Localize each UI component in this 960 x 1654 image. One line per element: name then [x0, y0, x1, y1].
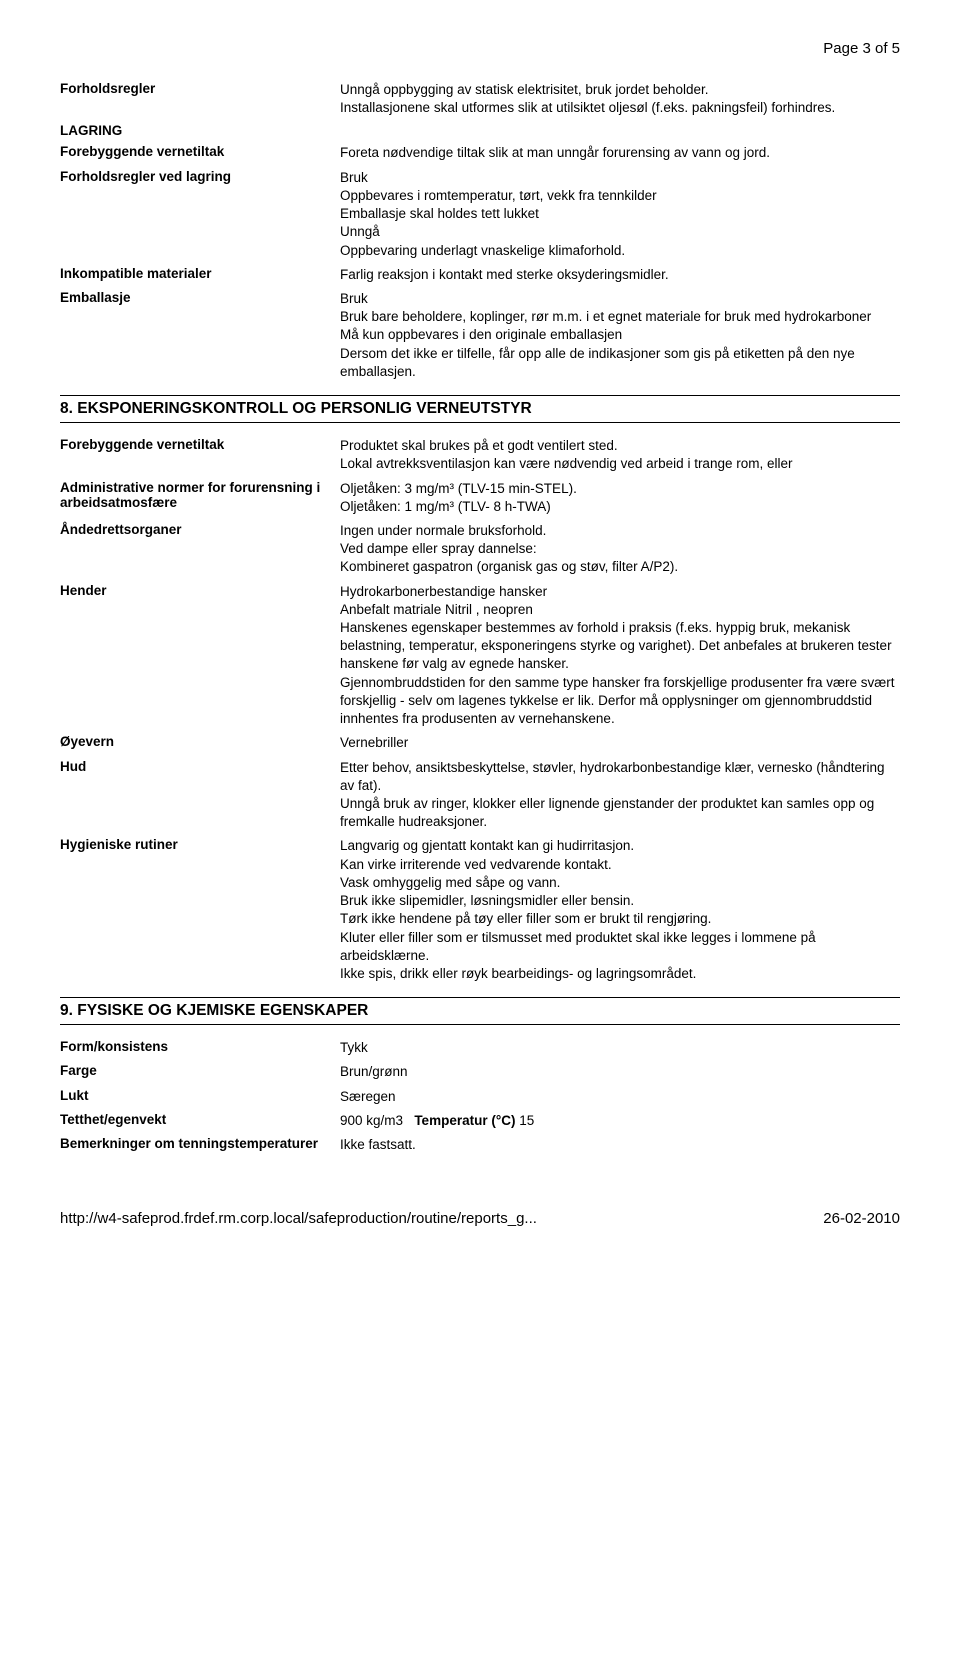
label: Administrative normer for forurensning i…	[60, 480, 340, 510]
value: Etter behov, ansiktsbeskyttelse, støvler…	[340, 759, 900, 832]
row-tetthet: Tetthet/egenvekt 900 kg/m3 Temperatur (°…	[60, 1112, 900, 1130]
value: Ikke fastsatt.	[340, 1136, 900, 1154]
label: Øyevern	[60, 734, 340, 749]
row-lukt: Lukt Særegen	[60, 1088, 900, 1106]
label: Lukt	[60, 1088, 340, 1103]
row-forholdsregler: Forholdsregler Unngå oppbygging av stati…	[60, 81, 900, 117]
label: Åndedrettsorganer	[60, 522, 340, 537]
row-hender: Hender Hydrokarbonerbestandige hanskerAn…	[60, 583, 900, 729]
footer-date: 26-02-2010	[823, 1210, 900, 1227]
value: Brun/grønn	[340, 1063, 900, 1081]
row-andrett: Åndedrettsorganer Ingen under normale br…	[60, 522, 900, 577]
row-bemerk: Bemerkninger om tenningstemperaturer Ikk…	[60, 1136, 900, 1154]
label: LAGRING	[60, 123, 340, 138]
page-body: Page 3 of 5 Forholdsregler Unngå oppbygg…	[0, 0, 960, 1182]
label: Forebyggende vernetiltak	[60, 144, 340, 159]
row-farge: Farge Brun/grønn	[60, 1063, 900, 1081]
temp-value: 15	[519, 1113, 534, 1128]
value: Tykk	[340, 1039, 900, 1057]
value: Produktet skal brukes på et godt ventile…	[340, 437, 900, 473]
value: 900 kg/m3 Temperatur (°C) 15	[340, 1112, 900, 1130]
row-lagring-header: LAGRING	[60, 123, 900, 138]
row-emballasje: Emballasje BrukBruk bare beholdere, kopl…	[60, 290, 900, 381]
section-8-header: 8. EKSPONERINGSKONTROLL OG PERSONLIG VER…	[60, 395, 900, 423]
label: Farge	[60, 1063, 340, 1078]
label: Tetthet/egenvekt	[60, 1112, 340, 1127]
label: Bemerkninger om tenningstemperaturer	[60, 1136, 340, 1151]
row-form: Form/konsistens Tykk	[60, 1039, 900, 1057]
value: BrukOppbevares i romtemperatur, tørt, ve…	[340, 169, 900, 260]
row-hygiene: Hygieniske rutiner Langvarig og gjentatt…	[60, 837, 900, 983]
label: Inkompatible materialer	[60, 266, 340, 281]
row-forebyggende: Forebyggende vernetiltak Foreta nødvendi…	[60, 144, 900, 162]
tetthet-value: 900 kg/m3	[340, 1113, 403, 1128]
label: Forholdsregler	[60, 81, 340, 96]
footer: http://w4-safeprod.frdef.rm.corp.local/s…	[0, 1210, 960, 1251]
value: Særegen	[340, 1088, 900, 1106]
row-inkompatible: Inkompatible materialer Farlig reaksjon …	[60, 266, 900, 284]
value: Foreta nødvendige tiltak slik at man unn…	[340, 144, 900, 162]
value: Unngå oppbygging av statisk elektrisitet…	[340, 81, 900, 117]
page-number: Page 3 of 5	[60, 40, 900, 57]
value: Farlig reaksjon i kontakt med sterke oks…	[340, 266, 900, 284]
row-admin: Administrative normer for forurensning i…	[60, 480, 900, 516]
label: Form/konsistens	[60, 1039, 340, 1054]
section-9-header: 9. FYSISKE OG KJEMISKE EGENSKAPER	[60, 997, 900, 1025]
row-oyevern: Øyevern Vernebriller	[60, 734, 900, 752]
section-7-content: Forholdsregler Unngå oppbygging av stati…	[60, 81, 900, 381]
value: BrukBruk bare beholdere, koplinger, rør …	[340, 290, 900, 381]
row-s8-forebyggende: Forebyggende vernetiltak Produktet skal …	[60, 437, 900, 473]
row-lagring: Forholdsregler ved lagring BrukOppbevare…	[60, 169, 900, 260]
label: Forebyggende vernetiltak	[60, 437, 340, 452]
section-8-content: Forebyggende vernetiltak Produktet skal …	[60, 437, 900, 983]
label: Emballasje	[60, 290, 340, 305]
value: Vernebriller	[340, 734, 900, 752]
section-9-content: Form/konsistens Tykk Farge Brun/grønn Lu…	[60, 1039, 900, 1154]
value: Langvarig og gjentatt kontakt kan gi hud…	[340, 837, 900, 983]
temp-label: Temperatur (°C)	[414, 1113, 515, 1128]
label: Hender	[60, 583, 340, 598]
label: Forholdsregler ved lagring	[60, 169, 340, 184]
label: Hygieniske rutiner	[60, 837, 340, 852]
label: Hud	[60, 759, 340, 774]
row-hud: Hud Etter behov, ansiktsbeskyttelse, stø…	[60, 759, 900, 832]
footer-url: http://w4-safeprod.frdef.rm.corp.local/s…	[60, 1210, 537, 1227]
value: Oljetåken: 3 mg/m³ (TLV-15 min-STEL).Olj…	[340, 480, 900, 516]
value: Hydrokarbonerbestandige hanskerAnbefalt …	[340, 583, 900, 729]
value: Ingen under normale bruksforhold.Ved dam…	[340, 522, 900, 577]
